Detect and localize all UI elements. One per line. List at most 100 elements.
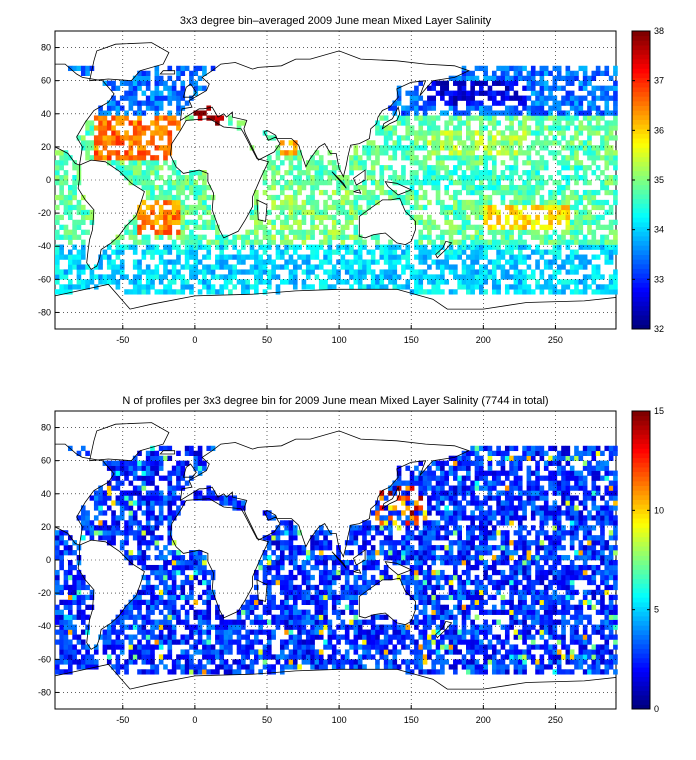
heatmap-bin: [392, 254, 398, 260]
heatmap-bin: [145, 204, 151, 211]
heatmap-bin: [552, 105, 558, 111]
heatmap-bin: [55, 535, 60, 541]
heatmap-bin: [254, 219, 259, 225]
heatmap-bin: [414, 289, 419, 295]
heatmap-bin: [275, 604, 281, 610]
heatmap-bin: [530, 189, 536, 196]
heatmap-bin: [279, 224, 285, 230]
heatmap-bin: [578, 279, 584, 285]
heatmap-bin: [587, 224, 592, 230]
heatmap-bin: [379, 629, 385, 635]
heatmap-bin: [487, 120, 493, 126]
y-tick-label: 20: [41, 142, 51, 152]
heatmap-bin: [336, 209, 341, 216]
heatmap-bin: [461, 214, 467, 221]
heatmap-bin: [128, 550, 134, 556]
heatmap-bin: [150, 95, 155, 101]
heatmap-bin: [59, 649, 64, 655]
heatmap-bin: [401, 579, 406, 586]
heatmap-bin: [154, 199, 160, 206]
heatmap-bin: [141, 589, 147, 596]
heatmap-bin: [336, 189, 341, 196]
heatmap-bin: [167, 470, 173, 476]
heatmap-bin: [457, 160, 462, 166]
heatmap-bin: [344, 175, 350, 181]
heatmap-bin: [491, 189, 497, 196]
heatmap-bin: [504, 85, 510, 91]
heatmap-bin: [496, 175, 501, 181]
heatmap-bin: [578, 239, 584, 245]
heatmap-bin: [422, 135, 428, 141]
heatmap-bin: [63, 584, 69, 591]
heatmap-bin: [608, 244, 614, 250]
heatmap-bin: [323, 614, 328, 620]
heatmap-bin: [279, 175, 285, 181]
heatmap-bin: [206, 254, 212, 260]
heatmap-bin: [145, 520, 151, 526]
heatmap-bin: [163, 284, 168, 290]
heatmap-bin: [150, 515, 155, 521]
heatmap-bin: [440, 239, 445, 245]
heatmap-bin: [427, 264, 432, 270]
heatmap-bin: [254, 594, 259, 601]
heatmap-bin: [578, 110, 584, 116]
heatmap-bin: [171, 614, 177, 620]
heatmap-bin: [128, 460, 134, 466]
heatmap-bin: [154, 125, 160, 131]
heatmap-bin: [561, 229, 566, 235]
heatmap-bin: [582, 110, 588, 116]
heatmap-bin: [418, 289, 424, 295]
heatmap-bin: [124, 175, 129, 181]
heatmap-bin: [513, 254, 519, 260]
heatmap-bin: [67, 254, 73, 260]
heatmap-bin: [496, 150, 501, 156]
heatmap-bin: [197, 184, 203, 191]
heatmap-bin: [556, 85, 562, 91]
heatmap-bin: [500, 234, 506, 240]
heatmap-bin: [154, 460, 160, 466]
heatmap-bin: [440, 229, 445, 235]
heatmap-bin: [254, 634, 259, 640]
heatmap-bin: [292, 594, 298, 601]
heatmap-bin: [396, 624, 402, 630]
heatmap-bin: [305, 599, 311, 605]
heatmap-bin: [608, 180, 614, 186]
heatmap-bin: [440, 90, 445, 96]
heatmap-bin: [158, 175, 164, 181]
heatmap-bin: [600, 289, 605, 295]
heatmap-bin: [587, 145, 592, 151]
heatmap-bin: [556, 160, 562, 166]
heatmap-bin: [522, 75, 527, 81]
heatmap-bin: [115, 105, 121, 111]
heatmap-bin: [59, 555, 64, 561]
heatmap-bin: [55, 569, 60, 576]
heatmap-bin: [414, 649, 419, 655]
heatmap-bin: [370, 194, 376, 201]
heatmap-bin: [530, 229, 536, 235]
heatmap-bin: [375, 624, 380, 630]
colorbar-segment: [632, 72, 650, 79]
heatmap-bin: [245, 289, 250, 295]
heatmap-bin: [491, 204, 497, 211]
heatmap-bin: [154, 639, 160, 645]
heatmap-bin: [145, 284, 151, 290]
heatmap-bin: [128, 105, 134, 111]
heatmap-bin: [383, 135, 389, 141]
heatmap-bin: [150, 219, 155, 225]
heatmap-bin: [340, 184, 346, 191]
heatmap-bin: [128, 80, 134, 86]
heatmap-bin: [565, 204, 571, 211]
heatmap-bin: [154, 545, 160, 551]
heatmap-bin: [535, 120, 540, 126]
heatmap-bin: [327, 180, 333, 186]
heatmap-bin: [435, 115, 441, 121]
heatmap-bin: [422, 100, 428, 106]
heatmap-bin: [509, 165, 514, 171]
heatmap-bin: [509, 80, 514, 86]
heatmap-bin: [189, 555, 194, 561]
heatmap-bin: [284, 664, 289, 670]
heatmap-bin: [561, 175, 566, 181]
heatmap-bin: [128, 639, 134, 645]
heatmap-bin: [530, 110, 536, 116]
heatmap-bin: [357, 629, 363, 635]
